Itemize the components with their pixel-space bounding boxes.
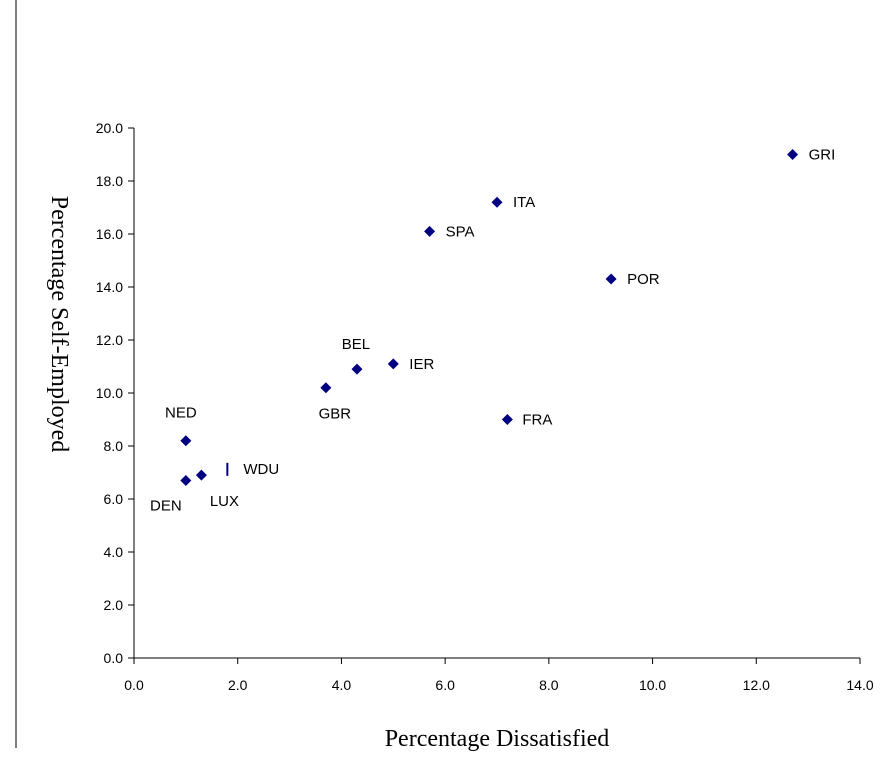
y-tick-label: 16.0 [96, 226, 123, 242]
data-point-ned [180, 435, 192, 447]
data-point-por [605, 273, 617, 285]
y-tick-label: 6.0 [104, 491, 124, 507]
data-point-ier [387, 358, 399, 370]
point-label-fra: FRA [522, 412, 552, 429]
data-point-gri [787, 149, 799, 160]
x-tick-label: 2.0 [228, 677, 248, 693]
x-tick-label: 10.0 [639, 677, 666, 693]
x-axis-title: Percentage Dissatisfied [385, 726, 610, 752]
data-point-fra [501, 414, 513, 425]
x-axis-ticks: 0.0 2.0 4.0 6.0 8.0 10.0 12.0 14.0 [124, 658, 874, 693]
point-label-ned: NED [165, 405, 197, 422]
y-axis-ticks: 0.0 2.0 4.0 6.0 8.0 10.0 12.0 14.0 16.0 18.0 20.0 [96, 120, 134, 666]
point-label-wdu: WDU [243, 461, 279, 478]
y-tick-label: 2.0 [104, 597, 124, 613]
point-label-gri: GRI [809, 147, 836, 164]
y-tick-label: 20.0 [96, 120, 123, 136]
data-points [180, 149, 799, 486]
data-point-wdu [226, 462, 229, 476]
y-tick-label: 12.0 [96, 332, 123, 348]
y-tick-label: 4.0 [104, 544, 124, 560]
y-tick-label: 14.0 [96, 279, 123, 295]
point-label-gbr: GBR [319, 406, 352, 423]
x-tick-label: 8.0 [539, 677, 559, 693]
data-point-bel [351, 363, 363, 375]
plot-area: 0.0 2.0 4.0 6.0 8.0 10.0 12.0 14.0 0.0 2.0 4.0 6.0… [96, 120, 874, 693]
point-label-por: POR [627, 271, 660, 288]
point-label-den: DEN [150, 497, 182, 514]
x-tick-label: 6.0 [435, 677, 455, 693]
y-tick-label: 0.0 [104, 650, 124, 666]
data-point-gbr [320, 382, 332, 394]
x-tick-label: 12.0 [743, 677, 770, 693]
data-point-den [180, 474, 192, 486]
point-label-lux: LUX [210, 493, 239, 510]
x-tick-label: 4.0 [332, 677, 352, 693]
point-label-ita: ITA [513, 194, 535, 211]
y-tick-label: 8.0 [104, 438, 124, 454]
data-point-spa [424, 225, 436, 237]
point-label-bel: BEL [342, 336, 370, 353]
y-tick-label: 10.0 [96, 385, 123, 401]
x-tick-label: 14.0 [846, 677, 873, 693]
point-label-spa: SPA [446, 223, 475, 240]
y-tick-label: 18.0 [96, 173, 123, 189]
y-axis-title: Percentage Self-Employed [46, 196, 72, 453]
data-point-lux [195, 469, 207, 481]
point-label-ier: IER [409, 356, 434, 373]
data-point-ita [491, 196, 503, 208]
x-tick-label: 0.0 [124, 677, 144, 693]
